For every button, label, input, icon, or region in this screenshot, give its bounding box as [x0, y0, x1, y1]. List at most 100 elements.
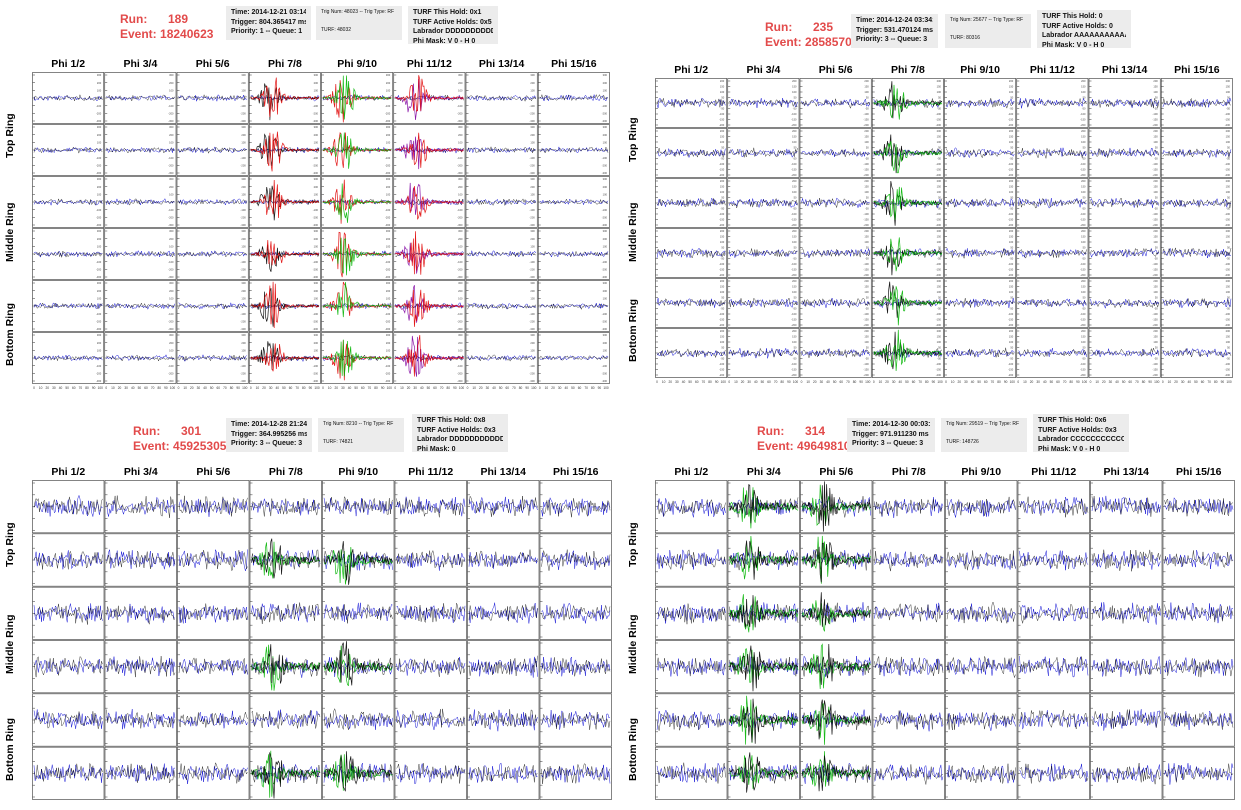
y-tick-label: 100 — [458, 349, 463, 353]
phi-header: Phi 11/12 — [408, 466, 454, 478]
black-trace — [1164, 498, 1234, 517]
y-tick-label: 100 — [792, 240, 797, 244]
y-tick-label: -50 — [721, 107, 725, 111]
blue-trace — [33, 764, 103, 783]
y-tick-label: -200 — [1008, 123, 1014, 127]
black-trace — [106, 302, 175, 309]
y-tick-label: -50 — [721, 357, 725, 361]
y-tick-label: 0 — [244, 252, 246, 256]
y-tick-label: 200 — [603, 341, 608, 345]
x-tick-label: 10 — [951, 380, 955, 384]
y-tick-label: 50 — [1083, 346, 1086, 350]
green-trace — [729, 755, 799, 789]
y-tick-label: -300 — [530, 223, 536, 227]
x-tick-label: 70 — [991, 380, 995, 384]
y-tick-label: -200 — [936, 323, 942, 327]
y-tick-label: -200 — [313, 320, 319, 324]
y-tick-label: 100 — [720, 140, 725, 144]
black-trace — [729, 483, 799, 524]
x-tick-label: 30 — [269, 386, 273, 390]
x-tick-label: 30 — [1036, 380, 1040, 384]
black-trace — [178, 199, 248, 206]
y-tick-label: 100 — [1226, 240, 1231, 244]
y-tick-label: -100 — [96, 364, 102, 368]
waveform-cell — [177, 693, 250, 747]
y-tick-label: -100 — [1008, 362, 1014, 366]
black-trace — [33, 655, 103, 678]
x-tick-label: 10 — [256, 386, 260, 390]
y-tick-label: -100 — [719, 112, 725, 116]
y-tick-label: -200 — [241, 320, 247, 324]
y-tick-label: -200 — [385, 164, 391, 168]
ring-label: Bottom Ring — [627, 717, 639, 781]
y-tick-label: -50 — [1082, 207, 1086, 211]
x-tick-label: 80 — [157, 386, 161, 390]
y-tick-label: 150 — [1153, 135, 1158, 139]
black-trace — [1019, 554, 1089, 570]
green-trace — [801, 535, 871, 584]
black-trace — [106, 94, 175, 102]
phi-header: Phi 15/16 — [551, 58, 597, 70]
x-tick-label: 0 — [1162, 380, 1164, 384]
y-tick-label: 100 — [530, 193, 535, 197]
black-trace — [801, 98, 871, 109]
y-tick-label: 200 — [1081, 329, 1086, 333]
waveform-cell — [872, 746, 945, 800]
y-tick-label: -100 — [602, 104, 608, 108]
phi-header: Phi 5/6 — [819, 466, 854, 478]
blue-trace — [467, 198, 537, 206]
y-tick-label: -100 — [602, 364, 608, 368]
green-trace — [323, 645, 393, 687]
y-tick-label: 100 — [97, 297, 102, 301]
waveform-frame — [467, 533, 540, 587]
y-tick-label: 200 — [792, 79, 797, 83]
waveform-cell — [322, 693, 395, 747]
y-tick-label: -300 — [602, 379, 608, 383]
y-tick-label: -200 — [602, 164, 608, 168]
y-tick-label: -50 — [1154, 157, 1158, 161]
waveform-cell — [1017, 640, 1090, 694]
black-trace — [468, 549, 538, 569]
y-tick-label: 100 — [720, 90, 725, 94]
black-trace — [541, 498, 611, 518]
waveform-cell — [872, 693, 945, 747]
y-tick-label: -200 — [1225, 223, 1231, 227]
x-tick-label: 40 — [492, 386, 496, 390]
y-tick-label: 150 — [1153, 85, 1158, 89]
waveform-canvas: 3002001000-100-200-3003002001000-100-200… — [32, 72, 610, 390]
y-tick-label: -300 — [530, 327, 536, 331]
y-tick-label: 150 — [864, 235, 869, 239]
waveform-frame — [394, 746, 467, 800]
y-tick-label: 100 — [169, 297, 174, 301]
y-tick-label: 0 — [795, 251, 797, 255]
y-tick-label: 100 — [937, 140, 942, 144]
black-trace — [656, 348, 726, 359]
y-tick-label: 150 — [864, 185, 869, 189]
y-tick-label: -100 — [1080, 362, 1086, 366]
black-trace — [656, 197, 726, 208]
y-tick-label: 100 — [1153, 90, 1158, 94]
black-trace — [1018, 98, 1087, 108]
y-tick-label: 300 — [603, 281, 608, 285]
x-tick-label: 90 — [309, 386, 313, 390]
y-tick-label: -100 — [1008, 162, 1014, 166]
y-tick-label: 150 — [1081, 235, 1086, 239]
time-text: Time: 2014-12-24 03:34:05 — [856, 17, 933, 24]
y-tick-label: 100 — [1009, 190, 1014, 194]
black-trace — [1090, 347, 1159, 358]
waveform-cell — [800, 586, 873, 640]
y-tick-label: -150 — [1153, 268, 1159, 272]
y-tick-label: 300 — [386, 73, 391, 77]
waveform-grid: Phi 1/2 Phi 3/4 Phi 5/6 Phi 7/8 Phi 9/10 Phi … — [4, 58, 610, 392]
waveform-cell — [394, 586, 467, 640]
blue-trace — [33, 709, 103, 729]
waveform-cell — [539, 693, 612, 747]
black-trace — [729, 551, 799, 571]
phi-header: Phi 11/12 — [406, 58, 452, 70]
y-tick-label: 200 — [314, 237, 319, 241]
black-trace — [801, 602, 871, 622]
y-tick-label: -50 — [865, 307, 869, 311]
